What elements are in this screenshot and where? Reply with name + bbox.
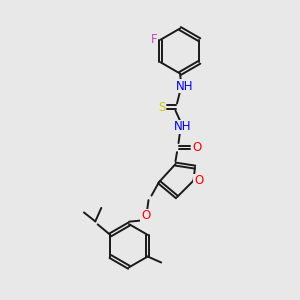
Text: F: F [151, 33, 157, 46]
Text: O: O [141, 209, 150, 222]
Text: O: O [193, 141, 202, 154]
Text: NH: NH [176, 80, 193, 93]
Text: S: S [158, 100, 166, 114]
Text: NH: NH [174, 120, 192, 133]
Text: O: O [194, 174, 203, 187]
